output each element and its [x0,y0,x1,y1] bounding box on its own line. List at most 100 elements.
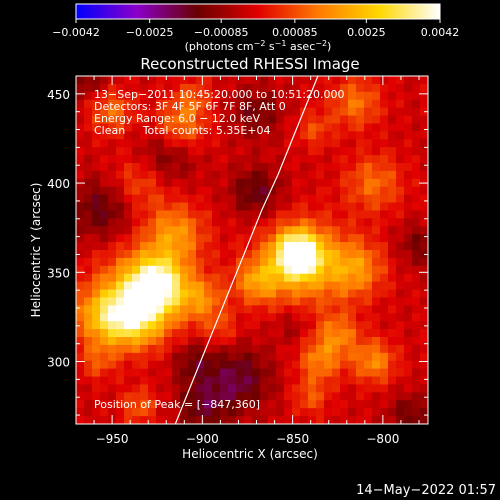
heatmap-cell [412,360,421,370]
heatmap-cell [260,186,269,196]
heatmap-cell [284,400,293,409]
heatmap-cell [268,384,277,393]
heatmap-cell [140,321,149,330]
heatmap-cell [92,305,101,314]
heatmap-cell [124,76,133,85]
heatmap-cell [108,107,117,117]
heatmap-cell [124,210,133,219]
heatmap-cell [164,297,173,306]
heatmap-cell [180,257,189,267]
heatmap-cell [156,155,165,164]
heatmap-cell [340,178,349,188]
heatmap-cell [364,99,373,109]
heatmap-cell [284,360,293,370]
heatmap-cell [116,163,125,172]
heatmap-cell [76,329,85,338]
heatmap-cell [268,408,277,417]
heatmap-cell [284,273,293,283]
heatmap-cell [164,99,173,109]
heatmap-cell [148,155,157,164]
heatmap-cell [116,131,125,140]
heatmap-cell [396,107,405,117]
heatmap-cell [324,107,333,117]
heatmap-cell [236,352,245,362]
heatmap-cell [188,305,197,314]
heatmap-cell [276,289,285,299]
heatmap-cell [156,257,165,267]
heatmap-cell [284,202,293,212]
heatmap-cell [380,99,389,109]
heatmap-cell [268,76,277,85]
heatmap-cell [180,368,189,378]
heatmap-cell [108,234,117,243]
heatmap-cell [380,257,389,267]
heatmap-cell [308,297,317,306]
heatmap-cell [260,170,269,180]
heatmap-cell [372,281,381,291]
annotation-time-range: 13−Sep−2011 10:45:20.000 to 10:51:20.000 [94,88,344,101]
heatmap-cell [76,305,85,314]
heatmap-cell [132,226,141,235]
heatmap-cell [108,202,117,212]
heatmap-cell [332,392,341,401]
heatmap-cell [84,76,93,85]
heatmap-cell [76,281,85,291]
heatmap-cell [412,321,421,330]
heatmap-cell [276,368,285,378]
heatmap-cell [92,186,101,196]
heatmap-cell [108,170,117,180]
heatmap-cell [140,400,149,409]
heatmap-cell [324,147,333,156]
heatmap-cell [196,273,205,283]
heatmap-cell [212,131,221,140]
heatmap-cell [156,297,165,306]
heatmap-cell [308,321,317,330]
heatmap-cell [260,289,269,299]
heatmap-cell [276,337,285,346]
heatmap-cell [92,273,101,283]
heatmap-cell [340,242,349,251]
heatmap-cell [332,337,341,346]
heatmap-cell [372,273,381,283]
heatmap-cell [188,170,197,180]
heatmap-cell [220,76,229,85]
heatmap-cell [220,281,229,291]
heatmap-cell [340,281,349,291]
heatmap-cell [156,178,165,188]
heatmap-cell [140,273,149,283]
heatmap-cell [212,392,221,401]
heatmap-cell [236,218,245,227]
heatmap-cell [100,289,109,299]
heatmap-cell [276,384,285,393]
heatmap-cell [148,123,157,132]
heatmap-cell [236,202,245,212]
heatmap-cell [220,131,229,140]
heatmap-cell [388,91,397,101]
heatmap-cell [76,115,85,125]
heatmap-cell [212,123,221,132]
heatmap-cell [300,234,309,243]
heatmap-cell [180,107,189,117]
heatmap-cell [188,384,197,393]
heatmap-cell [172,321,181,330]
heatmap-cell [204,360,213,370]
heatmap-cell [148,416,157,424]
heatmap-cell [420,83,428,93]
heatmap-cell [148,131,157,140]
heatmap-cell [420,99,428,109]
heatmap-cell [220,194,229,204]
heatmap-cell [252,107,261,117]
heatmap-cell [116,218,125,227]
heatmap-cell [116,123,125,132]
heatmap-cell [260,360,269,370]
heatmap-cell [164,281,173,291]
heatmap-cell [212,321,221,330]
heatmap-cell [84,281,93,291]
heatmap-cell [404,384,413,393]
heatmap-cell [372,123,381,132]
heatmap-cell [324,123,333,132]
heatmap-cell [404,352,413,362]
heatmap-cell [300,368,309,378]
heatmap-cell [388,202,397,212]
heatmap-cell [172,163,181,172]
